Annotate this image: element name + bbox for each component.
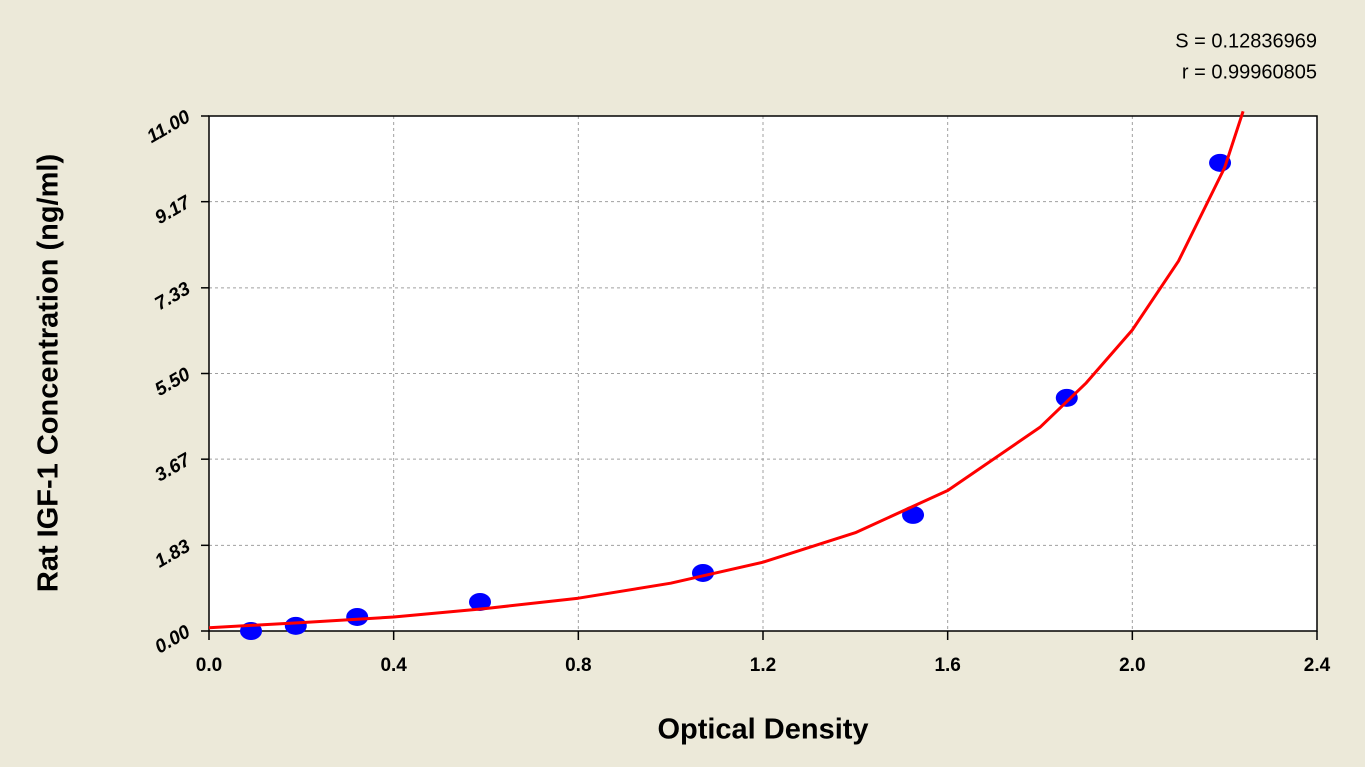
y-tick-label: 3.67 — [151, 449, 195, 486]
y-tick-label: 1.83 — [151, 536, 194, 573]
y-tick-label: 7.33 — [151, 278, 194, 315]
y-axis-title: Rat IGF-1 Concentration (ng/ml) — [33, 154, 65, 592]
y-tick-label: 9.17 — [151, 191, 195, 228]
data-point — [468, 592, 491, 611]
x-tick-label: 2.0 — [1119, 655, 1145, 676]
annotation: S = 0.12836969 — [1175, 30, 1317, 52]
y-tick-label: 11.00 — [144, 106, 195, 147]
x-tick-label: 1.6 — [934, 655, 960, 676]
y-tick-label: 5.50 — [151, 364, 194, 401]
x-tick-label: 2.4 — [1304, 655, 1331, 676]
data-point — [346, 607, 369, 626]
x-tick-label: 0.8 — [565, 655, 591, 676]
plot-border — [208, 115, 1318, 632]
data-point — [1055, 388, 1078, 407]
x-tick-label: 0.4 — [380, 655, 407, 676]
x-tick-label: 0.0 — [196, 655, 222, 676]
x-axis-title: Optical Density — [657, 714, 868, 746]
data-point — [284, 616, 307, 635]
y-tick-label: 0.00 — [151, 621, 194, 658]
fit-curve — [208, 110, 1245, 630]
x-tick-label: 1.2 — [750, 655, 776, 676]
annotation: r = 0.99960805 — [1182, 61, 1317, 83]
